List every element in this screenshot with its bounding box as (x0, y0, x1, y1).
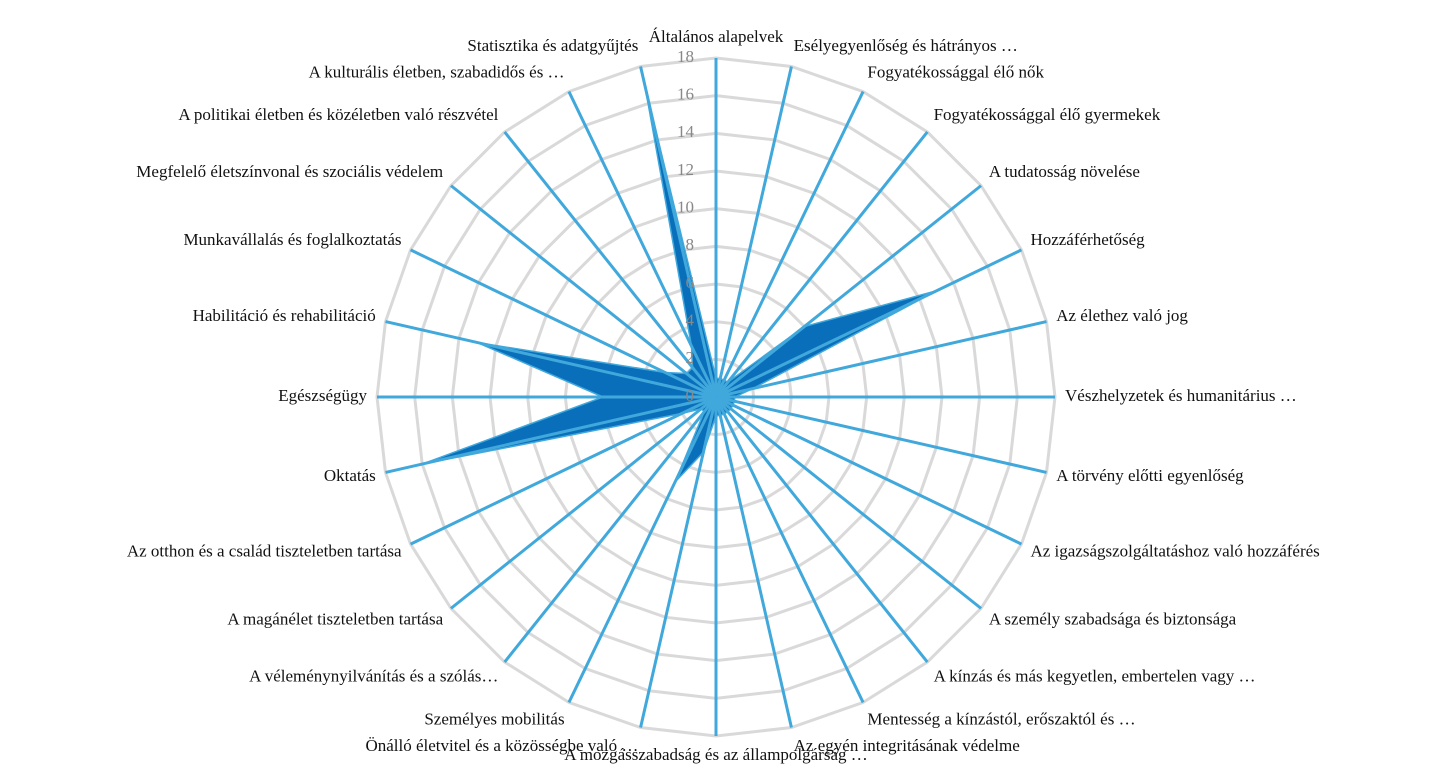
spoke (385, 395, 717, 474)
y-tick-label: 0 (686, 386, 695, 405)
category-label: Statisztika és adatgyűjtés (467, 36, 638, 55)
category-label: Az egyén integritásának védelme (794, 736, 1020, 755)
category-label: A mozgásszabadság és az állampolgárság … (564, 745, 868, 764)
y-tick-label: 16 (677, 85, 694, 104)
category-label: Önálló életvitel és a közösségbe való … (365, 736, 638, 755)
spoke (714, 396, 929, 663)
category-label: A véleménynyilvánítás és a szólás… (249, 667, 498, 686)
spoke (639, 66, 718, 398)
category-label: A politikai életben és közéletben való r… (178, 105, 498, 124)
category-label: Mentesség a kínzástól, erőszaktól és … (867, 709, 1135, 728)
y-tick-label: 8 (686, 235, 695, 254)
category-label: Fogyatékossággal élő nők (867, 62, 1044, 81)
spoke (714, 396, 793, 728)
spoke (409, 248, 717, 399)
spoke (567, 396, 718, 704)
category-label: A személy szabadsága és biztonsága (989, 610, 1237, 629)
category-label: A kínzás és más kegyetlen, embertelen va… (934, 667, 1256, 686)
category-label: Fogyatékossággal élő gyermekek (934, 105, 1161, 124)
y-tick-label: 12 (677, 160, 694, 179)
category-label: A tudatosság növelése (989, 162, 1140, 181)
spoke (409, 395, 717, 546)
spoke (715, 320, 1047, 399)
spoke (715, 395, 1047, 474)
category-label: Egészségügy (278, 386, 367, 405)
category-label: Az otthon és a család tiszteletben tartá… (127, 542, 402, 561)
category-label: Személyes mobilitás (424, 709, 564, 728)
category-label: A törvény előtti egyenlőség (1056, 466, 1244, 485)
category-label: Általános alapelvek (649, 27, 784, 46)
spoke (385, 320, 717, 399)
spoke (715, 395, 1023, 546)
category-label: Hozzáférhetőség (1030, 230, 1145, 249)
spoke (639, 396, 718, 728)
spoke (450, 184, 717, 399)
category-label: Habilitáció és rehabilitáció (193, 306, 376, 325)
spoke (503, 131, 718, 398)
spoke (715, 184, 982, 399)
spoke (567, 90, 718, 398)
spoke (715, 248, 1023, 399)
category-label: A magánélet tiszteletben tartása (227, 610, 443, 629)
category-label: Oktatás (324, 466, 376, 485)
category-label: Megfelelő életszínvonal és szociális véd… (136, 162, 443, 181)
spoke (714, 396, 865, 704)
y-tick-label: 2 (686, 348, 695, 367)
category-label: Munkavállalás és foglalkoztatás (183, 230, 401, 249)
y-tick-label: 10 (677, 198, 694, 217)
category-label: Az élethez való jog (1056, 306, 1188, 325)
spoke (450, 395, 717, 610)
spoke (714, 131, 929, 398)
spoke (503, 396, 718, 663)
spoke (715, 395, 982, 610)
category-label: Esélyegyenlőség és hátrányos … (794, 36, 1018, 55)
spoke (714, 90, 865, 398)
y-tick-label: 6 (686, 273, 695, 292)
spoke (714, 66, 793, 398)
y-tick-label: 18 (677, 47, 694, 66)
category-label: Az igazságszolgáltatáshoz való hozzáféré… (1030, 542, 1319, 561)
category-label: A kulturális életben, szabadidős és … (309, 62, 565, 81)
y-tick-label: 4 (686, 311, 695, 330)
category-label: Vészhelyzetek és humanitárius … (1065, 386, 1297, 405)
y-tick-label: 14 (677, 122, 695, 141)
